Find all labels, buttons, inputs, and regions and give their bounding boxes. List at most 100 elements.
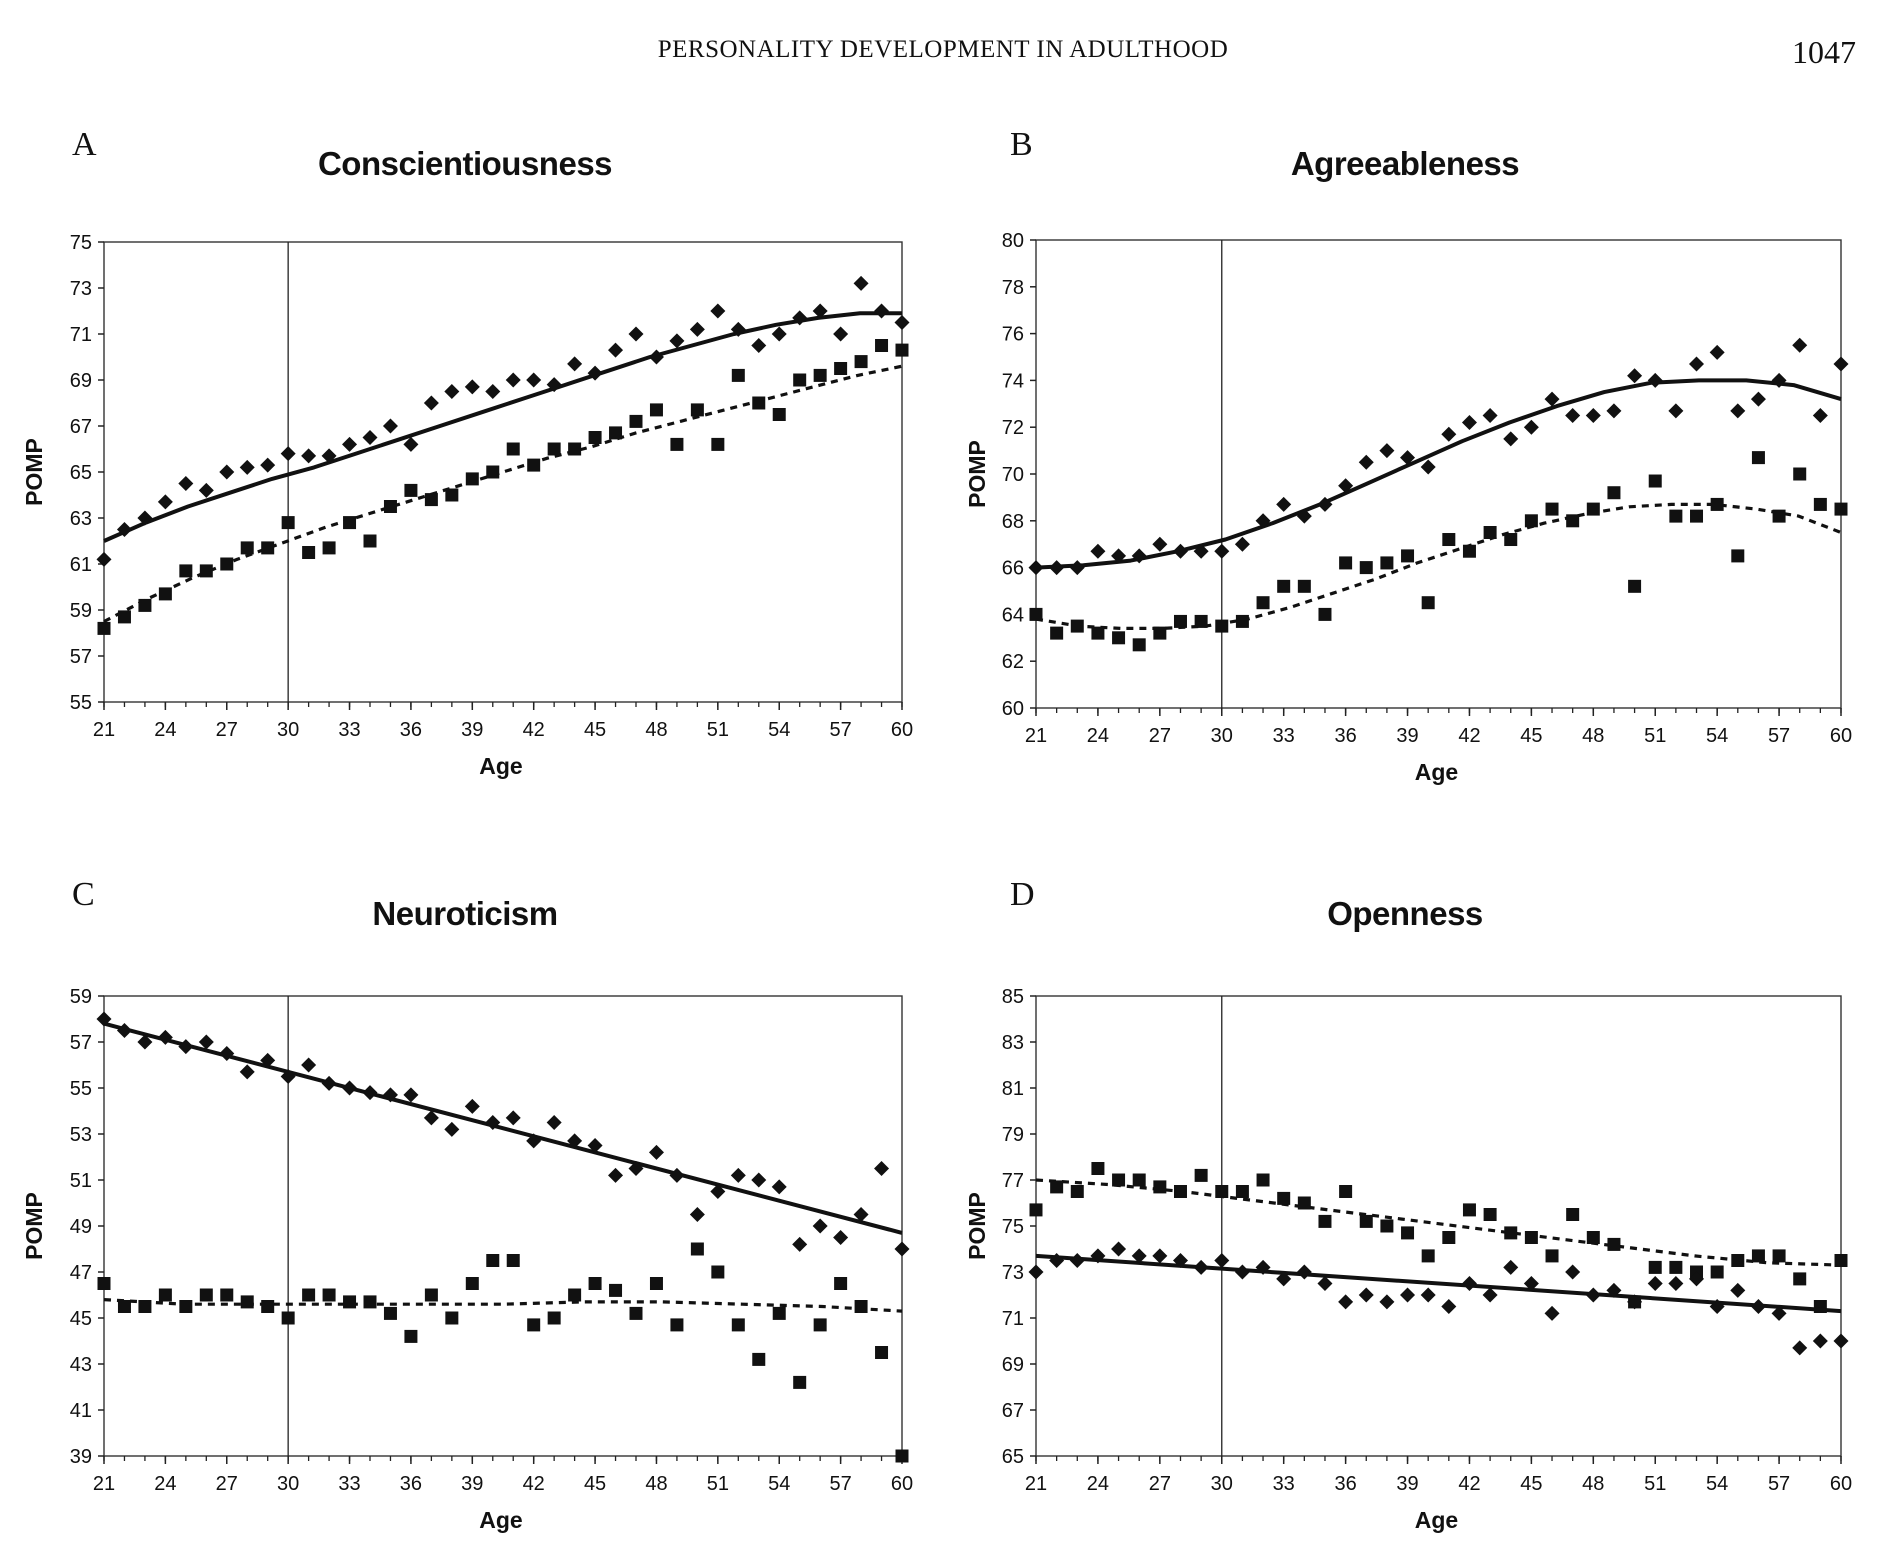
data-point-diamond bbox=[874, 303, 890, 319]
data-point-diamond bbox=[812, 1218, 828, 1234]
data-point-square bbox=[793, 373, 807, 387]
y-tick-label: 69 bbox=[1002, 1354, 1024, 1376]
data-point-square bbox=[793, 1375, 807, 1389]
data-point-square bbox=[1607, 1237, 1621, 1251]
data-point-diamond bbox=[1296, 1264, 1312, 1280]
data-point-diamond bbox=[1111, 548, 1127, 564]
data-point-square bbox=[875, 339, 889, 352]
x-tick-label: 24 bbox=[1087, 1473, 1109, 1495]
data-point-diamond bbox=[1812, 408, 1828, 423]
x-tick-label: 48 bbox=[645, 719, 667, 741]
data-point-diamond bbox=[1730, 1282, 1746, 1298]
data-point-square bbox=[568, 1288, 582, 1302]
data-point-diamond bbox=[1131, 1248, 1147, 1264]
x-tick-label: 60 bbox=[1830, 725, 1852, 747]
data-point-diamond bbox=[137, 1034, 153, 1050]
data-point-square bbox=[1339, 556, 1353, 570]
data-point-square bbox=[1421, 596, 1435, 610]
data-point-diamond bbox=[648, 1144, 664, 1160]
data-point-diamond bbox=[198, 482, 214, 498]
data-point-square bbox=[690, 1242, 704, 1256]
data-point-diamond bbox=[1792, 1340, 1808, 1356]
data-point-diamond bbox=[1585, 408, 1601, 423]
data-point-square bbox=[813, 368, 827, 382]
chart-title: Neuroticism bbox=[372, 895, 557, 932]
x-tick-label: 42 bbox=[523, 719, 545, 741]
data-point-square bbox=[445, 488, 459, 502]
data-point-square bbox=[1504, 1226, 1518, 1240]
data-point-square bbox=[1442, 1231, 1456, 1244]
x-axis-title: Age bbox=[479, 753, 522, 779]
data-point-square bbox=[1462, 544, 1476, 558]
data-point-diamond bbox=[1668, 1276, 1684, 1291]
x-tick-label: 57 bbox=[1768, 725, 1790, 747]
data-point-square bbox=[158, 1288, 172, 1302]
data-point-diamond bbox=[1172, 543, 1188, 559]
data-point-square bbox=[1318, 1214, 1332, 1228]
x-tick-label: 45 bbox=[584, 1473, 606, 1495]
data-point-square bbox=[1731, 1254, 1745, 1267]
data-point-diamond bbox=[96, 551, 112, 567]
data-point-square bbox=[383, 1306, 397, 1320]
data-point-diamond bbox=[280, 446, 296, 462]
data-point-diamond bbox=[342, 436, 358, 452]
data-point-square bbox=[1359, 1214, 1373, 1228]
x-tick-label: 60 bbox=[1830, 1473, 1852, 1495]
data-point-diamond bbox=[1358, 454, 1374, 470]
data-point-diamond bbox=[178, 1039, 194, 1055]
data-point-diamond bbox=[1771, 372, 1787, 388]
x-tick-label: 33 bbox=[338, 719, 360, 741]
y-tick-label: 75 bbox=[1002, 1216, 1024, 1238]
data-point-square bbox=[1669, 509, 1683, 523]
y-tick-label: 74 bbox=[1002, 370, 1024, 392]
data-point-square bbox=[1215, 1185, 1229, 1198]
data-point-diamond bbox=[751, 338, 767, 353]
x-tick-label: 54 bbox=[1706, 1473, 1728, 1495]
data-point-diamond bbox=[587, 365, 603, 381]
data-point-diamond bbox=[1420, 459, 1436, 475]
data-point-square bbox=[1628, 579, 1642, 593]
x-tick-label: 27 bbox=[1149, 1473, 1171, 1495]
y-tick-label: 67 bbox=[70, 416, 92, 438]
dashed-fit-line bbox=[103, 1298, 903, 1313]
data-point-square bbox=[506, 442, 520, 456]
data-point-square bbox=[281, 1311, 295, 1325]
data-point-diamond bbox=[1750, 1299, 1766, 1314]
data-point-square bbox=[1359, 561, 1373, 575]
data-point-diamond bbox=[771, 1179, 787, 1195]
data-point-diamond bbox=[833, 1230, 849, 1245]
y-axis-title: POMP bbox=[21, 1192, 47, 1260]
data-point-diamond bbox=[1482, 1287, 1498, 1303]
data-point-square bbox=[1607, 486, 1621, 500]
x-tick-label: 39 bbox=[1396, 725, 1418, 747]
data-point-square bbox=[1173, 614, 1187, 628]
x-tick-label: 51 bbox=[1644, 1473, 1666, 1495]
data-point-diamond bbox=[1090, 543, 1106, 559]
data-point-diamond bbox=[1833, 1333, 1849, 1349]
data-point-diamond bbox=[1193, 1259, 1209, 1275]
data-point-diamond bbox=[1461, 415, 1477, 431]
data-point-square bbox=[343, 516, 357, 530]
data-point-square bbox=[322, 1288, 336, 1302]
data-point-square bbox=[1112, 631, 1126, 645]
data-point-diamond bbox=[894, 315, 910, 330]
data-point-square bbox=[363, 1295, 377, 1309]
data-point-diamond bbox=[771, 326, 787, 342]
data-point-square bbox=[895, 343, 909, 357]
y-tick-label: 77 bbox=[1002, 1170, 1024, 1192]
data-point-square bbox=[486, 465, 500, 479]
y-tick-label: 66 bbox=[1002, 558, 1024, 580]
data-point-square bbox=[199, 1288, 213, 1302]
x-tick-label: 48 bbox=[1582, 1473, 1604, 1495]
data-point-diamond bbox=[239, 459, 255, 475]
data-point-diamond bbox=[1255, 513, 1271, 529]
data-point-diamond bbox=[1152, 536, 1168, 552]
data-point-square bbox=[179, 564, 193, 578]
data-point-diamond bbox=[1482, 408, 1498, 423]
data-point-square bbox=[1504, 533, 1518, 547]
data-point-square bbox=[465, 1277, 479, 1290]
data-point-diamond bbox=[1750, 391, 1766, 407]
data-point-square bbox=[731, 1318, 745, 1332]
data-point-diamond bbox=[464, 1098, 480, 1114]
data-point-diamond bbox=[1647, 372, 1663, 388]
